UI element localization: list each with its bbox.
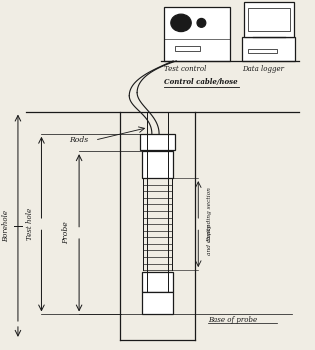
Bar: [142, 151, 173, 178]
Bar: [244, 2, 294, 37]
Ellipse shape: [171, 14, 191, 32]
Bar: [140, 134, 175, 150]
Bar: [164, 7, 230, 61]
Text: Probe: Probe: [63, 222, 71, 244]
Bar: [142, 292, 173, 314]
Text: Base of probe: Base of probe: [208, 316, 257, 324]
Bar: [248, 8, 290, 32]
Text: Rods: Rods: [70, 136, 89, 144]
Ellipse shape: [197, 19, 206, 27]
Text: Test hole: Test hole: [26, 208, 34, 240]
Text: Borehole: Borehole: [2, 210, 10, 242]
Text: Test control: Test control: [164, 65, 206, 73]
Bar: [249, 49, 277, 53]
Text: and cavity: and cavity: [207, 225, 212, 255]
Bar: [175, 46, 200, 51]
Text: Control cable/hose: Control cable/hose: [164, 77, 238, 85]
Bar: [242, 37, 295, 61]
Text: Expanding section: Expanding section: [207, 187, 212, 242]
Bar: [142, 272, 173, 292]
Text: Data logger: Data logger: [242, 65, 284, 73]
